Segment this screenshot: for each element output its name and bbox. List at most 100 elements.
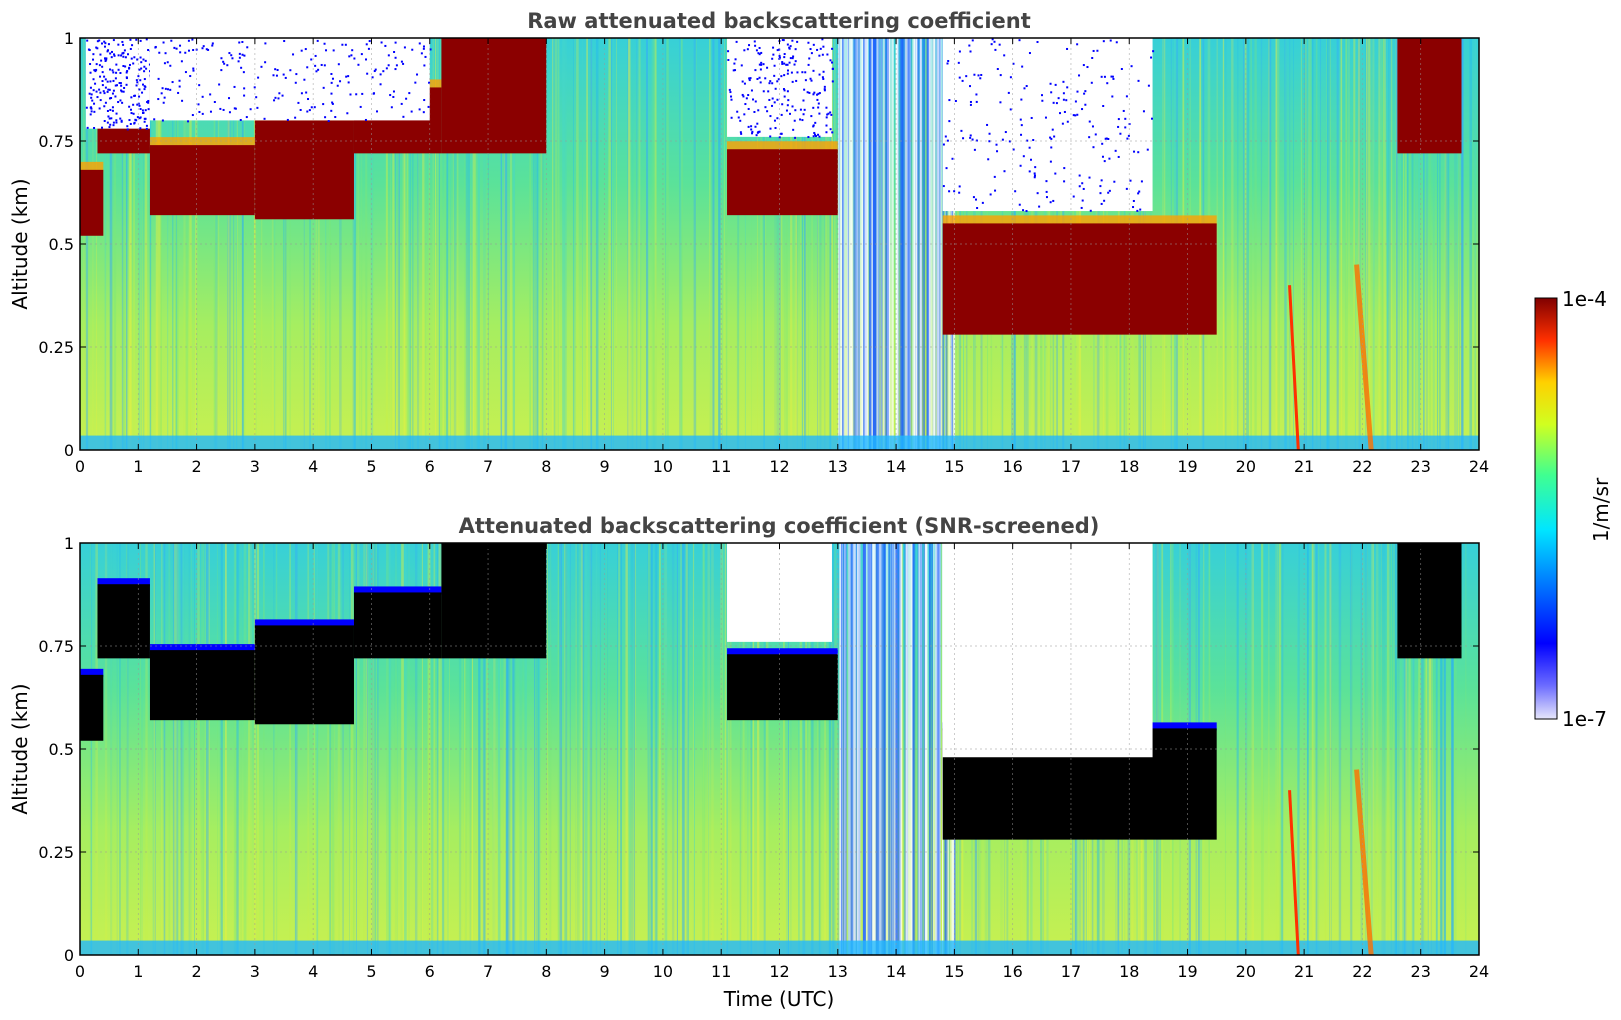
- noise-speckle: [825, 116, 828, 119]
- cloud-edge: [149, 644, 255, 653]
- noise-speckle: [169, 64, 172, 67]
- noise-speckle: [748, 77, 751, 80]
- low-signal-streak: [912, 543, 916, 955]
- low-signal-streak: [907, 38, 911, 450]
- noise-speckle: [394, 68, 397, 71]
- noise-speckle: [810, 52, 813, 55]
- noise-speckle: [355, 93, 358, 96]
- noise-speckle: [427, 105, 430, 108]
- noise-speckle: [831, 67, 834, 70]
- signal-streak: [557, 543, 560, 955]
- noise-speckle: [780, 75, 783, 78]
- signal-streak: [586, 38, 588, 450]
- signal-streak: [811, 38, 813, 450]
- noise-speckle: [730, 98, 733, 101]
- noise-speckle: [1044, 116, 1047, 119]
- noise-speckle: [161, 87, 164, 90]
- noise-speckle: [756, 78, 759, 81]
- noise-speckle: [947, 59, 950, 62]
- noise-speckle: [1088, 136, 1091, 139]
- low-signal-streak: [838, 38, 840, 450]
- noise-speckle: [147, 49, 150, 52]
- noise-speckle: [120, 119, 123, 122]
- signal-streak: [401, 543, 404, 955]
- x-tick-label: 12: [769, 962, 789, 981]
- cloud-layer: [353, 592, 442, 659]
- signal-streak: [676, 543, 678, 955]
- noise-speckle: [794, 136, 797, 139]
- noise-speckle: [1111, 75, 1114, 78]
- noise-speckle: [292, 53, 295, 56]
- noise-speckle: [1088, 176, 1091, 179]
- signal-streak: [1397, 543, 1399, 955]
- signal-streak: [402, 38, 404, 450]
- noise-speckle: [284, 76, 287, 79]
- noise-speckle: [1054, 172, 1057, 175]
- noise-speckle: [119, 82, 122, 85]
- noise-speckle: [799, 108, 802, 111]
- noise-speckle: [1055, 102, 1058, 105]
- noise-speckle: [1090, 81, 1093, 84]
- noise-speckle: [120, 54, 123, 57]
- noise-speckle: [180, 60, 183, 63]
- noise-speckle: [105, 57, 108, 60]
- noise-speckle: [379, 73, 382, 76]
- noise-speckle: [786, 90, 789, 93]
- signal-streak: [1408, 38, 1411, 450]
- signal-streak: [1411, 543, 1415, 955]
- noise-speckle: [107, 43, 110, 46]
- low-signal-streak: [908, 543, 910, 955]
- y-tick-label: 0.5: [49, 740, 74, 759]
- x-tick-label: 9: [600, 962, 610, 981]
- noise-speckle: [773, 101, 776, 104]
- noise-speckle: [379, 83, 382, 86]
- signal-streak: [421, 543, 423, 955]
- noise-speckle: [1081, 199, 1084, 202]
- cloud-layer: [254, 120, 354, 220]
- noise-speckle: [278, 92, 281, 95]
- signal-streak: [282, 38, 285, 450]
- signal-streak: [847, 543, 850, 955]
- noise-speckle: [93, 126, 96, 129]
- noise-speckle: [122, 65, 125, 68]
- noise-speckle: [104, 59, 107, 62]
- noise-speckle: [95, 68, 98, 71]
- noise-speckle: [92, 58, 95, 61]
- noise-speckle: [1022, 155, 1025, 158]
- noise-speckle: [1100, 75, 1103, 78]
- noise-speckle: [173, 46, 176, 49]
- noise-speckle: [825, 124, 828, 127]
- noise-speckle: [238, 41, 241, 44]
- noise-speckle: [1078, 185, 1081, 188]
- noise-speckle: [1050, 91, 1053, 94]
- noise-speckle: [1023, 87, 1026, 90]
- noise-speckle: [946, 139, 949, 142]
- signal-streak: [438, 543, 441, 955]
- x-tick-label: 16: [1002, 457, 1022, 476]
- signal-streak: [537, 38, 539, 450]
- signal-streak: [133, 38, 135, 450]
- noise-speckle: [162, 41, 165, 44]
- low-signal-streak: [892, 38, 894, 450]
- noise-speckle: [276, 69, 279, 72]
- noise-speckle: [402, 115, 405, 118]
- noise-speckle: [974, 198, 977, 201]
- noise-speckle: [191, 38, 194, 41]
- signal-streak: [337, 543, 341, 955]
- noise-speckle: [213, 101, 216, 104]
- noise-speckle: [142, 83, 145, 86]
- noise-speckle: [808, 91, 811, 94]
- noise-speckle: [123, 49, 126, 52]
- noise-speckle: [241, 40, 244, 43]
- signal-streak: [478, 543, 481, 955]
- noise-speckle: [1107, 191, 1110, 194]
- noise-speckle: [996, 68, 999, 71]
- noise-speckle: [351, 49, 354, 52]
- low-signal-streak: [886, 38, 890, 450]
- noise-speckle: [1137, 192, 1140, 195]
- noise-speckle: [297, 101, 300, 104]
- noise-speckle: [1022, 209, 1025, 212]
- noise-speckle: [178, 85, 181, 88]
- noise-speckle: [807, 136, 810, 139]
- noise-speckle: [393, 50, 396, 53]
